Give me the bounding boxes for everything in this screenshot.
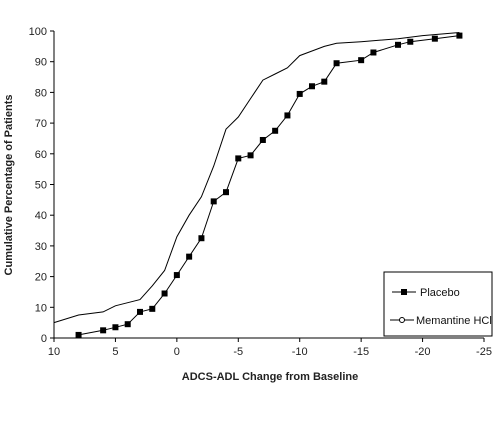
y-tick-label: 70 (35, 118, 47, 130)
legend-label-memantine: Memantine HCl (416, 315, 492, 327)
data-point (321, 78, 328, 85)
x-tick-labels: 10 5 0 -5 -10 -15 -20 -25 (48, 346, 492, 358)
y-tick-label: 100 (29, 26, 47, 38)
data-point (395, 41, 401, 48)
data-point (431, 35, 438, 42)
data-point (358, 57, 365, 64)
y-tick-label: 40 (35, 210, 47, 222)
x-axis-title: ADCS-ADL Change from Baseline (182, 371, 358, 383)
data-point (161, 290, 168, 297)
data-point (272, 127, 279, 134)
data-point (456, 32, 463, 39)
y-axis-title: Cumulative Percentage of Patients (3, 95, 15, 276)
y-tick-label: 10 (35, 302, 47, 314)
y-tick-label: 90 (35, 57, 47, 69)
data-point (173, 272, 180, 279)
legend-label-placebo: Placebo (420, 287, 460, 299)
legend-marker-memantine (399, 317, 405, 323)
axes (50, 30, 485, 342)
x-tick-label: 5 (112, 346, 118, 358)
y-tick-label: 20 (35, 272, 47, 284)
data-point (284, 112, 291, 119)
x-tick-label: 10 (48, 346, 60, 358)
legend-box (383, 271, 493, 337)
data-point (100, 327, 107, 334)
x-tick-label: 0 (174, 346, 180, 358)
data-point (235, 155, 242, 162)
y-tick-label: 50 (35, 180, 47, 192)
x-tick-label: -10 (292, 346, 308, 358)
x-tick-label: -25 (476, 346, 492, 358)
data-point (309, 83, 315, 90)
data-point (333, 60, 340, 67)
data-point (186, 253, 193, 260)
data-point (370, 49, 377, 56)
data-point (296, 90, 303, 97)
data-point (223, 189, 229, 196)
y-tick-label: 0 (41, 333, 47, 345)
series-line (53, 32, 460, 324)
series-placebo (75, 32, 463, 338)
data-point (137, 308, 143, 315)
data-point (259, 136, 266, 143)
data-point (112, 324, 119, 331)
x-tick-label: -20 (415, 346, 431, 358)
legend: Placebo Memantine HCl (383, 271, 493, 337)
y-tick-label: 60 (35, 149, 47, 161)
data-point (124, 321, 131, 328)
data-point (75, 331, 82, 338)
data-point (210, 198, 217, 205)
data-point (149, 305, 156, 312)
data-point (247, 152, 254, 159)
series-memantine (53, 32, 460, 324)
series-layer (53, 32, 463, 338)
data-point (198, 235, 205, 242)
y-tick-label: 30 (35, 241, 47, 253)
x-tick-label: -5 (233, 346, 243, 358)
legend-marker-placebo (401, 289, 407, 295)
y-tick-label: 80 (35, 87, 47, 99)
data-point (407, 38, 414, 45)
x-tick-label: -15 (353, 346, 369, 358)
y-tick-labels: 0 10 20 30 40 50 60 70 80 90 100 (29, 26, 47, 345)
legend-items: Placebo Memantine HCl (390, 287, 492, 327)
